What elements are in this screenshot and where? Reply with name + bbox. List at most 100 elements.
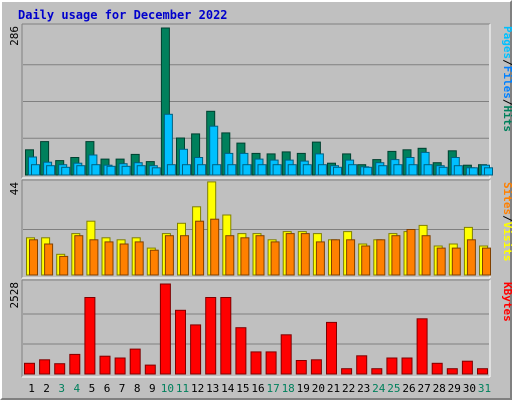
- x-tick-label: 16: [251, 382, 264, 395]
- bar-pages-day-24: [378, 165, 388, 176]
- bar-kbytes-day-29: [446, 368, 458, 375]
- bar-kbytes-day-14: [220, 297, 232, 375]
- bar-sites-day-19: [300, 233, 310, 276]
- bar-kbytes-day-16: [250, 351, 262, 375]
- legend-item: Visits: [501, 222, 512, 262]
- bar-kbytes-day-1: [24, 362, 35, 375]
- bar-sites-day-1: [29, 239, 38, 276]
- bar-pages-day-23: [363, 166, 373, 176]
- legend-item: /: [501, 59, 512, 66]
- bar-kbytes-day-5: [84, 297, 96, 375]
- x-tick-label: 24: [372, 382, 386, 395]
- bar-pages-day-7: [121, 165, 131, 176]
- bar-pages-day-27: [423, 164, 433, 176]
- bar-pages-day-5: [91, 164, 101, 176]
- bar-sites-day-23: [361, 245, 371, 276]
- bar-pages-day-21: [333, 166, 342, 176]
- bar-pages-day-22: [348, 164, 358, 176]
- bar-pages-day-31: [484, 167, 493, 176]
- bar-kbytes-day-19: [295, 360, 307, 375]
- bar-kbytes-day-3: [54, 363, 66, 375]
- bar-kbytes-day-8: [129, 348, 141, 375]
- bar-pages-day-3: [61, 166, 71, 176]
- x-tick-label: 11: [176, 382, 189, 395]
- x-tick-label: 26: [402, 382, 415, 395]
- x-tick-label: 8: [134, 382, 141, 395]
- bar-sites-day-9: [149, 249, 159, 276]
- bar-kbytes-day-24: [371, 368, 383, 375]
- x-tick-label: 15: [236, 382, 249, 395]
- bar-sites-day-4: [74, 235, 84, 276]
- panel-kbytes: 2528 KBytes: [8, 279, 512, 378]
- bar-sites-day-17: [270, 241, 280, 276]
- bar-kbytes-day-10: [159, 283, 171, 375]
- y-max-label: 286: [8, 26, 21, 46]
- bar-pages-day-14: [227, 164, 237, 176]
- bar-kbytes-day-15: [235, 327, 247, 375]
- x-tick-label: 31: [478, 382, 491, 395]
- x-tick-label: 25: [387, 382, 400, 395]
- bar-kbytes-day-31: [477, 368, 488, 375]
- bar-sites-day-14: [225, 235, 235, 276]
- bar-sites-day-11: [180, 235, 189, 276]
- x-tick-label: 1: [28, 382, 35, 395]
- x-tick-label: 14: [221, 382, 235, 395]
- bar-pages-day-26: [408, 164, 418, 176]
- chart-title: Daily usage for December 2022: [18, 8, 228, 22]
- bar-kbytes-day-20: [310, 359, 322, 375]
- bar-sites-day-24: [376, 239, 386, 276]
- bar-kbytes-day-2: [39, 359, 51, 375]
- bar-kbytes-day-28: [431, 362, 443, 375]
- bar-sites-day-18: [285, 233, 295, 276]
- x-tick-label: 23: [357, 382, 370, 395]
- bar-sites-day-8: [134, 241, 144, 276]
- legend-label: KBytes: [501, 282, 512, 322]
- bar-sites-day-6: [104, 241, 114, 276]
- bar-kbytes-day-12: [190, 324, 202, 375]
- bar-sites-day-31: [482, 247, 491, 276]
- x-tick-label: 5: [89, 382, 96, 395]
- bar-sites-day-20: [315, 241, 325, 276]
- bar-kbytes-day-7: [114, 357, 126, 375]
- bar-pages-day-20: [317, 164, 327, 176]
- bar-kbytes-day-18: [280, 334, 292, 375]
- bar-kbytes-day-13: [205, 297, 217, 375]
- bar-sites-day-22: [346, 239, 356, 276]
- legend-item: /: [501, 215, 512, 222]
- bar-sites-day-5: [89, 239, 99, 276]
- bar-pages-day-30: [468, 167, 478, 176]
- panel-visits-sites: 44 Sites/Visits: [8, 179, 512, 279]
- bar-kbytes-day-9: [144, 364, 156, 375]
- bar-sites-day-29: [451, 247, 461, 276]
- x-tick-label: 17: [266, 382, 279, 395]
- bar-kbytes-day-30: [461, 360, 473, 375]
- bar-sites-day-30: [466, 239, 476, 276]
- x-tick-label: 20: [312, 382, 325, 395]
- bar-sites-day-15: [240, 237, 250, 276]
- x-tick-label: 10: [161, 382, 174, 395]
- bar-pages-day-29: [453, 165, 463, 176]
- bar-pages-day-17: [272, 164, 282, 176]
- legend-item: Pages: [501, 26, 512, 59]
- bar-pages-day-15: [242, 164, 252, 176]
- legend-item: Files: [501, 66, 512, 99]
- bar-kbytes-day-6: [99, 355, 111, 375]
- bar-pages-day-10: [166, 164, 176, 176]
- x-tick-label: 6: [104, 382, 111, 395]
- bar-kbytes-day-11: [175, 309, 186, 375]
- x-tick-label: 30: [463, 382, 476, 395]
- bar-sites-day-25: [391, 235, 401, 276]
- bar-sites-day-2: [44, 243, 54, 276]
- bar-pages-day-9: [151, 167, 161, 176]
- x-tick-label: 19: [297, 382, 310, 395]
- legend-item: /: [501, 99, 512, 106]
- y-max-label: 44: [8, 182, 21, 196]
- x-tick-label: 27: [417, 382, 430, 395]
- bar-pages-day-28: [438, 166, 448, 176]
- x-tick-label: 22: [342, 382, 355, 395]
- x-tick-label: 9: [149, 382, 156, 395]
- bar-kbytes-day-22: [341, 368, 353, 375]
- bar-pages-day-19: [302, 164, 312, 176]
- bar-pages-day-16: [257, 164, 267, 176]
